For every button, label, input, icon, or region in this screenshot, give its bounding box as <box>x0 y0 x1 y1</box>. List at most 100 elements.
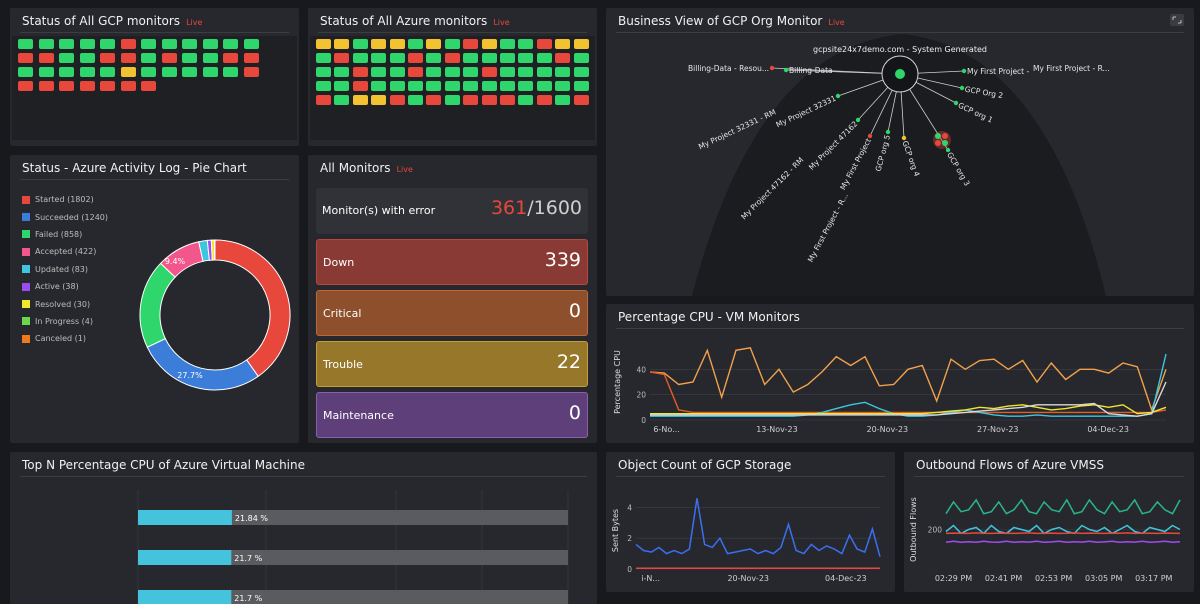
monitor-status-square[interactable] <box>141 67 156 77</box>
monitor-status-square[interactable] <box>444 67 460 77</box>
monitor-status-square[interactable] <box>444 53 460 63</box>
graph-node[interactable] <box>867 133 873 139</box>
monitor-status-square[interactable] <box>59 81 74 91</box>
monitor-status-square[interactable] <box>444 39 460 49</box>
monitor-status-square[interactable] <box>555 39 571 49</box>
monitor-status-square[interactable] <box>316 39 331 49</box>
monitor-status-square[interactable] <box>316 67 331 77</box>
monitor-status-square[interactable] <box>316 53 331 63</box>
monitor-status-square[interactable] <box>334 53 350 63</box>
monitor-status-square[interactable] <box>371 81 387 91</box>
bar-vm-b[interactable] <box>138 550 232 565</box>
series-line-vm-3[interactable] <box>650 353 1167 417</box>
monitor-status-square[interactable] <box>426 81 442 91</box>
monitor-status-square[interactable] <box>536 39 552 49</box>
monitor-status-square[interactable] <box>100 39 115 49</box>
pie-legend-item[interactable]: Updated (83) <box>22 261 108 278</box>
pie-legend-item[interactable]: Succeeded (1240) <box>22 208 108 225</box>
monitor-status-square[interactable] <box>518 67 534 77</box>
pie-legend-item[interactable]: Started (1802) <box>22 191 108 208</box>
monitor-status-square[interactable] <box>573 53 589 63</box>
monitor-status-square[interactable] <box>18 39 33 49</box>
monitor-status-square[interactable] <box>518 95 534 105</box>
monitor-status-square[interactable] <box>518 39 534 49</box>
monitor-status-square[interactable] <box>120 53 136 63</box>
monitor-status-square[interactable] <box>79 81 95 91</box>
monitor-status-square[interactable] <box>573 67 589 77</box>
monitor-status-square[interactable] <box>426 67 442 77</box>
monitor-status-square[interactable] <box>536 53 552 63</box>
monitor-status-square[interactable] <box>100 53 115 63</box>
monitor-status-square[interactable] <box>120 67 136 77</box>
monitor-status-square[interactable] <box>202 39 218 49</box>
monitor-status-square[interactable] <box>352 53 368 63</box>
monitor-status-square[interactable] <box>500 39 515 49</box>
monitor-status-square[interactable] <box>500 95 515 105</box>
monitor-status-square[interactable] <box>352 81 368 91</box>
monitor-status-square[interactable] <box>141 39 156 49</box>
expand-icon[interactable] <box>1170 14 1184 26</box>
monitor-status-square[interactable] <box>38 81 54 91</box>
graph-node[interactable] <box>961 68 967 74</box>
monitor-status-square[interactable] <box>536 95 552 105</box>
monitor-status-square[interactable] <box>481 95 497 105</box>
monitor-status-square[interactable] <box>334 39 350 49</box>
monitor-status-square[interactable] <box>182 53 197 63</box>
monitor-status-square[interactable] <box>223 39 238 49</box>
pie-legend-item[interactable]: Active (38) <box>22 278 108 295</box>
pie-slice-failed[interactable] <box>139 262 176 348</box>
pie-legend-item[interactable]: Accepted (422) <box>22 243 108 260</box>
monitor-status-square[interactable] <box>352 67 368 77</box>
monitor-status-square[interactable] <box>334 81 350 91</box>
monitor-status-square[interactable] <box>389 67 405 77</box>
monitor-status-square[interactable] <box>389 95 405 105</box>
monitor-status-square[interactable] <box>223 53 238 63</box>
monitor-status-square[interactable] <box>371 39 387 49</box>
trouble-row[interactable]: Trouble 22 <box>316 341 588 387</box>
pie-legend-item[interactable]: Failed (858) <box>22 226 108 243</box>
monitor-status-square[interactable] <box>500 81 515 91</box>
monitor-status-square[interactable] <box>243 39 259 49</box>
series-line-vm-2[interactable] <box>649 371 1167 414</box>
monitor-status-square[interactable] <box>371 53 387 63</box>
graph-node[interactable] <box>959 85 965 91</box>
monitor-status-square[interactable] <box>573 39 589 49</box>
monitor-status-square[interactable] <box>371 67 387 77</box>
monitor-status-square[interactable] <box>59 39 74 49</box>
monitor-status-square[interactable] <box>408 95 423 105</box>
graph-node[interactable] <box>945 147 951 153</box>
monitor-status-square[interactable] <box>444 81 460 91</box>
monitor-status-square[interactable] <box>79 67 95 77</box>
business-view-graph[interactable]: gcpsite24x7demo.com - System Generated B… <box>606 8 1194 296</box>
graph-node[interactable] <box>901 135 907 141</box>
monitor-status-square[interactable] <box>463 67 479 77</box>
pie-legend-item[interactable]: Resolved (30) <box>22 295 108 312</box>
monitor-status-square[interactable] <box>389 81 405 91</box>
monitor-status-square[interactable] <box>182 67 197 77</box>
critical-row[interactable]: Critical 0 <box>316 290 588 336</box>
monitor-status-square[interactable] <box>463 53 479 63</box>
monitor-status-square[interactable] <box>38 39 54 49</box>
monitor-status-square[interactable] <box>426 39 442 49</box>
series-line-vm-1[interactable] <box>649 347 1167 413</box>
monitor-status-square[interactable] <box>120 81 136 91</box>
series-line-vmss-1[interactable] <box>945 498 1181 515</box>
monitor-status-square[interactable] <box>371 95 387 105</box>
monitor-status-square[interactable] <box>500 67 515 77</box>
monitor-status-square[interactable] <box>555 53 571 63</box>
pie-slice-started[interactable] <box>214 239 291 378</box>
monitor-status-square[interactable] <box>536 67 552 77</box>
monitor-status-square[interactable] <box>518 81 534 91</box>
monitor-status-square[interactable] <box>555 81 571 91</box>
monitor-status-square[interactable] <box>573 81 589 91</box>
series-line-vm-4[interactable] <box>650 404 1167 415</box>
monitor-status-square[interactable] <box>555 95 571 105</box>
monitor-status-square[interactable] <box>408 81 423 91</box>
monitor-status-square[interactable] <box>38 53 54 63</box>
monitor-status-square[interactable] <box>408 39 423 49</box>
monitor-status-square[interactable] <box>518 53 534 63</box>
pie-legend-item[interactable]: Canceled (1) <box>22 330 108 347</box>
monitor-status-square[interactable] <box>352 95 368 105</box>
monitor-status-square[interactable] <box>79 39 95 49</box>
monitor-status-square[interactable] <box>79 53 95 63</box>
